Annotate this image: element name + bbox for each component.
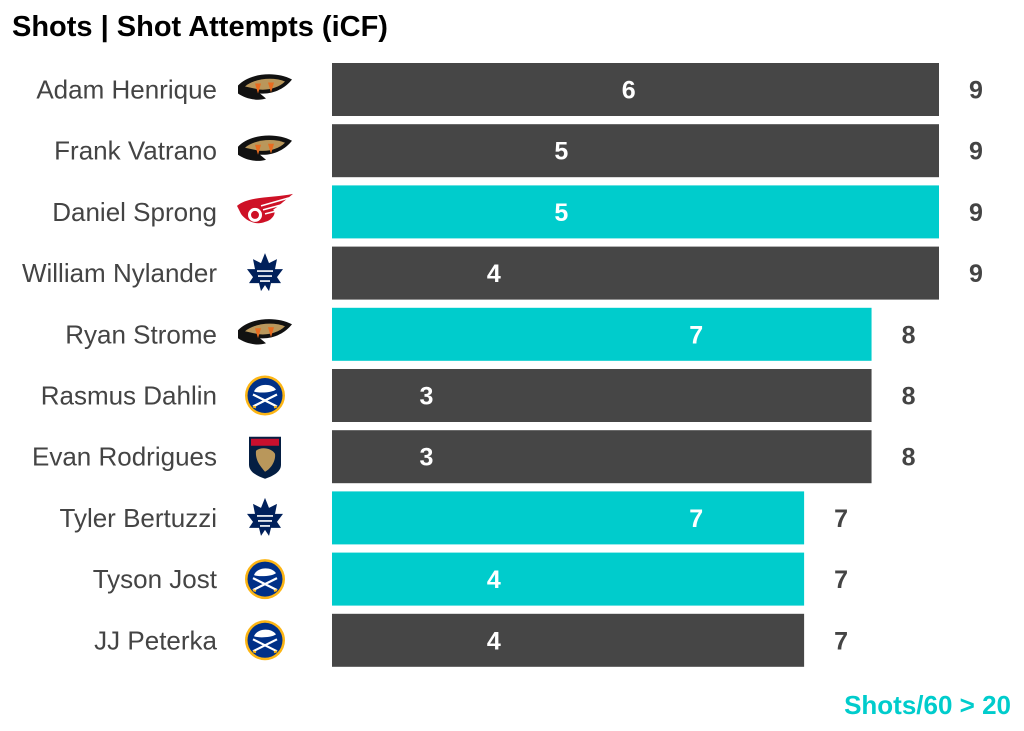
shots-value-label: 3	[419, 444, 433, 472]
bar	[332, 552, 805, 606]
florida-panthers-logo-icon	[249, 436, 281, 479]
chart-row: Evan Rodrigues 3 8	[32, 430, 916, 484]
bar	[332, 63, 939, 116]
attempts-total-label: 8	[902, 383, 916, 411]
chart-row: Tyson Jost 4 7	[93, 552, 848, 606]
legend-note: Shots/60 > 20	[844, 690, 1011, 720]
chart-row: Ryan Strome 7 8	[65, 307, 916, 361]
attempts-total-label: 7	[834, 505, 848, 533]
toronto-maple-leafs-logo-icon	[247, 253, 283, 292]
attempts-total-label: 8	[902, 321, 916, 349]
shots-value-label: 4	[487, 566, 501, 594]
chart-row: Adam Henrique 6 9	[36, 63, 983, 116]
player-name-label: JJ Peterka	[94, 625, 217, 655]
shots-value-label: 4	[487, 627, 501, 655]
chart-title: Shots | Shot Attempts (iCF)	[12, 11, 388, 43]
shots-value-label: 7	[689, 505, 703, 533]
player-name-label: Tyler Bertuzzi	[60, 503, 218, 533]
player-name-label: Rasmus Dahlin	[41, 381, 217, 411]
attempts-total-label: 8	[902, 444, 916, 472]
shots-value-label: 6	[622, 77, 636, 105]
player-name-label: Frank Vatrano	[54, 136, 217, 166]
player-name-label: Tyson Jost	[93, 564, 218, 594]
shots-value-label: 3	[419, 383, 433, 411]
player-name-label: Evan Rodrigues	[32, 442, 217, 472]
bar	[332, 307, 872, 361]
shots-value-label: 5	[554, 138, 568, 166]
attempts-total-label: 9	[969, 77, 983, 105]
bar	[332, 185, 939, 239]
attempts-total-label: 9	[969, 138, 983, 166]
bar	[332, 430, 872, 484]
bar	[332, 246, 939, 300]
attempts-total-label: 9	[969, 199, 983, 227]
player-name-label: Ryan Strome	[65, 319, 217, 349]
attempts-total-label: 9	[969, 260, 983, 288]
anaheim-ducks-logo-icon	[238, 319, 292, 345]
chart-row: JJ Peterka 4 7	[94, 613, 848, 667]
bar	[332, 613, 805, 667]
player-name-label: William Nylander	[22, 258, 217, 288]
player-name-label: Daniel Sprong	[52, 197, 217, 227]
toronto-maple-leafs-logo-icon	[247, 497, 283, 536]
chart-row: Rasmus Dahlin 3 8	[41, 369, 916, 422]
chart-row: Frank Vatrano 5 9	[54, 124, 983, 178]
anaheim-ducks-logo-icon	[238, 135, 292, 161]
chart-row: Daniel Sprong 5 9	[52, 185, 983, 239]
bar	[332, 124, 939, 178]
buffalo-sabres-logo-icon	[245, 375, 285, 416]
player-name-label: Adam Henrique	[36, 75, 217, 105]
chart-row: William Nylander 4 9	[22, 246, 983, 300]
chart-row: Tyler Bertuzzi 7 7	[60, 491, 848, 545]
shots-value-label: 5	[554, 199, 568, 227]
team-logos	[237, 74, 293, 661]
bar	[332, 369, 872, 422]
shots-value-label: 4	[487, 260, 501, 288]
buffalo-sabres-logo-icon	[245, 620, 285, 661]
shots-value-label: 7	[689, 321, 703, 349]
attempts-total-label: 7	[834, 566, 848, 594]
attempts-total-label: 7	[834, 627, 848, 655]
buffalo-sabres-logo-icon	[245, 559, 285, 600]
anaheim-ducks-logo-icon	[238, 74, 292, 100]
detroit-red-wings-logo-icon	[237, 193, 293, 224]
bar	[332, 491, 805, 545]
